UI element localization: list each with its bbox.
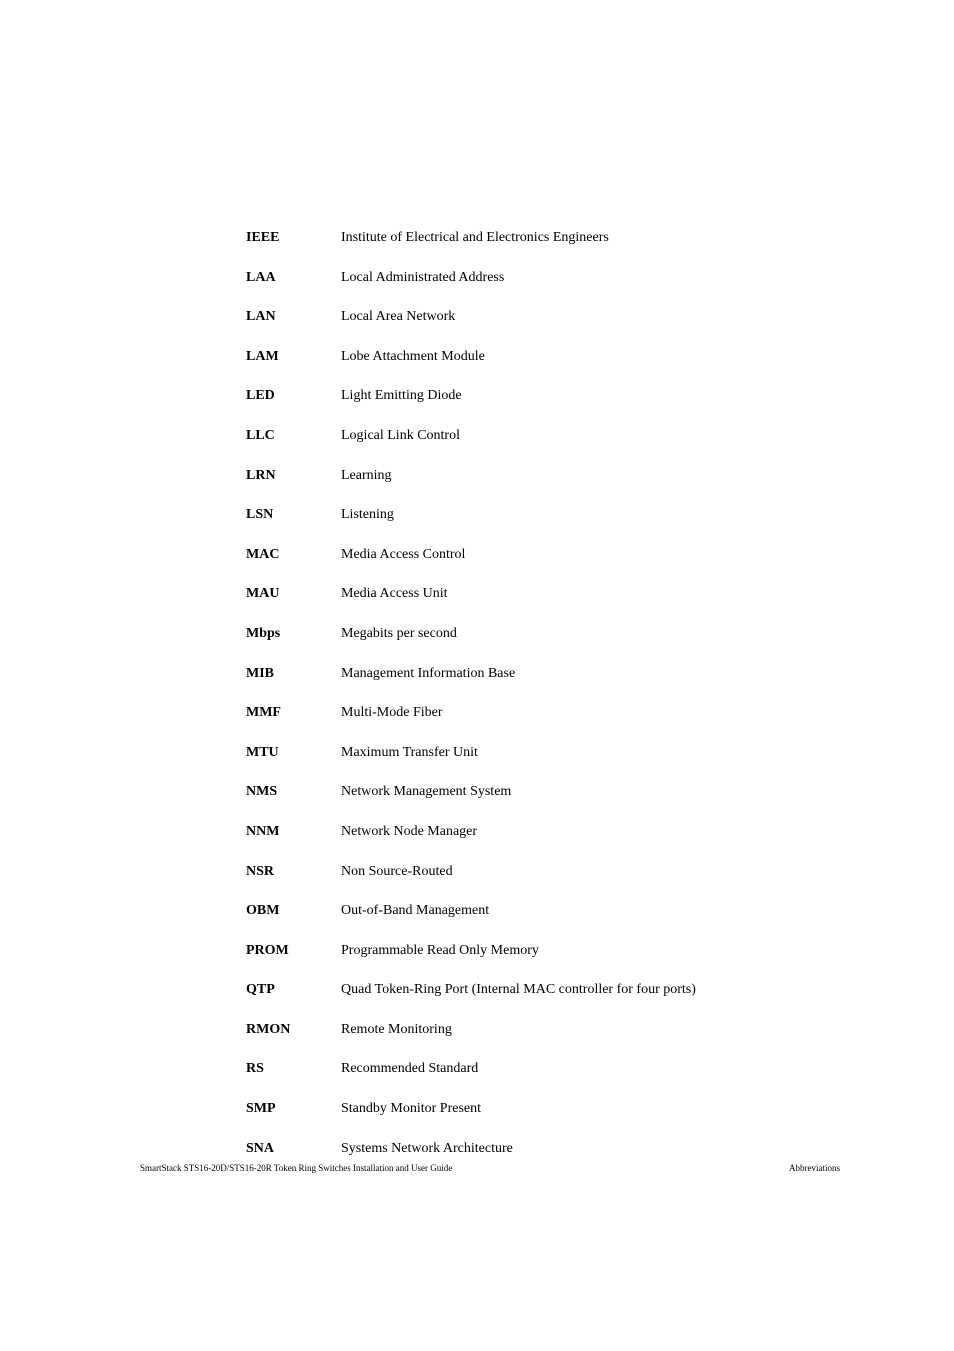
abbr-definition: Lobe Attachment Module bbox=[341, 347, 846, 367]
abbr-row: LAALocal Administrated Address bbox=[246, 268, 846, 288]
abbr-definition: Management Information Base bbox=[341, 664, 846, 684]
abbr-row: LEDLight Emitting Diode bbox=[246, 386, 846, 406]
abbr-row: LANLocal Area Network bbox=[246, 307, 846, 327]
abbr-definition: Learning bbox=[341, 466, 846, 486]
abbr-row: NNMNetwork Node Manager bbox=[246, 822, 846, 842]
footer-section-name: Abbreviations bbox=[789, 1163, 840, 1173]
abbr-term: LED bbox=[246, 386, 341, 406]
abbr-row: NSRNon Source-Routed bbox=[246, 862, 846, 882]
abbr-row: NMSNetwork Management System bbox=[246, 782, 846, 802]
abbr-definition: Network Node Manager bbox=[341, 822, 846, 842]
abbr-term: RMON bbox=[246, 1020, 341, 1040]
abbr-row: MbpsMegabits per second bbox=[246, 624, 846, 644]
abbr-term: QTP bbox=[246, 980, 341, 1000]
abbr-term: Mbps bbox=[246, 624, 341, 644]
abbr-term: LAM bbox=[246, 347, 341, 367]
abbr-row: RSRecommended Standard bbox=[246, 1059, 846, 1079]
abbr-definition: Listening bbox=[341, 505, 846, 525]
abbr-row: SMPStandby Monitor Present bbox=[246, 1099, 846, 1119]
abbr-term: NSR bbox=[246, 862, 341, 882]
abbr-term: MMF bbox=[246, 703, 341, 723]
abbr-definition: Media Access Control bbox=[341, 545, 846, 565]
abbr-term: LSN bbox=[246, 505, 341, 525]
abbr-definition: Network Management System bbox=[341, 782, 846, 802]
abbr-definition: Maximum Transfer Unit bbox=[341, 743, 846, 763]
abbr-row: QTPQuad Token-Ring Port (Internal MAC co… bbox=[246, 980, 846, 1000]
abbr-row: PROMProgrammable Read Only Memory bbox=[246, 941, 846, 961]
abbr-term: LAN bbox=[246, 307, 341, 327]
abbr-term: LAA bbox=[246, 268, 341, 288]
abbr-term: MTU bbox=[246, 743, 341, 763]
abbr-definition: Recommended Standard bbox=[341, 1059, 846, 1079]
abbr-definition: Out-of-Band Management bbox=[341, 901, 846, 921]
abbr-row: MMFMulti-Mode Fiber bbox=[246, 703, 846, 723]
abbr-row: MIBManagement Information Base bbox=[246, 664, 846, 684]
abbr-definition: Systems Network Architecture bbox=[341, 1139, 846, 1159]
page-footer: SmartStack STS16-20D/STS16-20R Token Rin… bbox=[140, 1163, 840, 1173]
abbr-definition: Remote Monitoring bbox=[341, 1020, 846, 1040]
abbreviations-list: IEEEInstitute of Electrical and Electron… bbox=[246, 228, 846, 1178]
abbr-row: SNASystems Network Architecture bbox=[246, 1139, 846, 1159]
abbr-row: IEEEInstitute of Electrical and Electron… bbox=[246, 228, 846, 248]
abbr-definition: Multi-Mode Fiber bbox=[341, 703, 846, 723]
abbr-definition: Local Area Network bbox=[341, 307, 846, 327]
abbr-term: SNA bbox=[246, 1139, 341, 1159]
abbr-term: LRN bbox=[246, 466, 341, 486]
abbr-definition: Standby Monitor Present bbox=[341, 1099, 846, 1119]
abbr-term: NNM bbox=[246, 822, 341, 842]
abbr-definition: Institute of Electrical and Electronics … bbox=[341, 228, 846, 248]
abbr-term: RS bbox=[246, 1059, 341, 1079]
abbr-term: MIB bbox=[246, 664, 341, 684]
abbr-row: RMONRemote Monitoring bbox=[246, 1020, 846, 1040]
abbr-term: NMS bbox=[246, 782, 341, 802]
abbr-term: OBM bbox=[246, 901, 341, 921]
abbr-term: IEEE bbox=[246, 228, 341, 248]
abbr-term: MAU bbox=[246, 584, 341, 604]
abbr-row: OBMOut-of-Band Management bbox=[246, 901, 846, 921]
abbr-row: LAMLobe Attachment Module bbox=[246, 347, 846, 367]
abbr-row: MAUMedia Access Unit bbox=[246, 584, 846, 604]
abbr-row: MTUMaximum Transfer Unit bbox=[246, 743, 846, 763]
abbr-definition: Non Source-Routed bbox=[341, 862, 846, 882]
abbr-term: PROM bbox=[246, 941, 341, 961]
abbr-row: LSNListening bbox=[246, 505, 846, 525]
footer-doc-title: SmartStack STS16-20D/STS16-20R Token Rin… bbox=[140, 1163, 452, 1173]
abbr-definition: Media Access Unit bbox=[341, 584, 846, 604]
abbr-definition: Quad Token-Ring Port (Internal MAC contr… bbox=[341, 980, 846, 1000]
abbr-definition: Local Administrated Address bbox=[341, 268, 846, 288]
abbr-definition: Light Emitting Diode bbox=[341, 386, 846, 406]
abbr-term: SMP bbox=[246, 1099, 341, 1119]
abbr-definition: Megabits per second bbox=[341, 624, 846, 644]
abbr-term: MAC bbox=[246, 545, 341, 565]
abbr-row: MACMedia Access Control bbox=[246, 545, 846, 565]
abbr-definition: Logical Link Control bbox=[341, 426, 846, 446]
abbr-row: LLCLogical Link Control bbox=[246, 426, 846, 446]
abbr-definition: Programmable Read Only Memory bbox=[341, 941, 846, 961]
abbr-term: LLC bbox=[246, 426, 341, 446]
abbr-row: LRNLearning bbox=[246, 466, 846, 486]
